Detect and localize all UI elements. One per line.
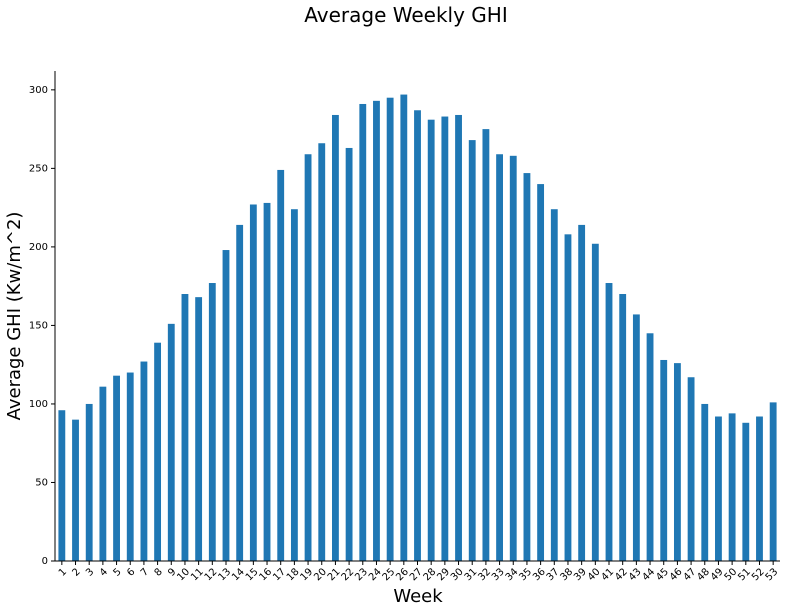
x-tick-label: 53 — [764, 566, 781, 583]
x-tick-label: 3 — [84, 566, 96, 578]
bar-week-39 — [578, 224, 586, 561]
bar-week-49 — [715, 416, 722, 561]
bar-week-45 — [660, 359, 668, 561]
x-tick-label: 7 — [139, 566, 151, 578]
bar-week-52 — [756, 416, 763, 561]
y-tick-label: 200 — [29, 242, 48, 253]
y-tick-label: 0 — [42, 556, 48, 567]
bar-week-35 — [523, 173, 531, 561]
x-axis-ticks: 1 2 3 4 5 6 7 8 91011121314151617181920212223242… — [57, 561, 781, 583]
bar-week-29 — [441, 116, 449, 561]
y-axis-label: Average GHI (Kw/m^2) — [4, 212, 25, 421]
bar-week-42 — [619, 294, 627, 561]
bar-week-26 — [400, 94, 408, 561]
y-tick-label: 250 — [29, 163, 48, 174]
bar-week-3 — [85, 403, 93, 561]
y-tick-label: 50 — [35, 477, 48, 488]
x-tick-label: 5 — [112, 566, 124, 578]
bar-week-1 — [58, 410, 66, 561]
bar-week-51 — [742, 422, 750, 561]
bar-week-46 — [673, 363, 681, 561]
bar-week-27 — [414, 110, 421, 561]
x-tick-label: 6 — [125, 566, 137, 578]
x-axis-label: Week — [393, 586, 443, 607]
bar-week-12 — [208, 283, 216, 561]
bar-week-14 — [236, 224, 244, 561]
bar-week-53 — [769, 402, 777, 561]
bar-week-5 — [113, 375, 120, 561]
bar-week-28 — [427, 119, 435, 561]
x-tick-label: 8 — [153, 566, 165, 578]
y-tick-label: 300 — [29, 85, 48, 96]
bar-week-21 — [332, 114, 339, 561]
bar-week-8 — [154, 342, 162, 561]
bar-week-10 — [181, 294, 189, 561]
bar-week-13 — [222, 250, 230, 562]
bar-week-36 — [537, 184, 545, 561]
bars-group — [58, 94, 777, 562]
bar-week-44 — [646, 333, 654, 561]
bar-week-9 — [167, 323, 175, 561]
y-tick-label: 150 — [29, 320, 48, 331]
bar-week-48 — [701, 403, 709, 561]
bar-week-32 — [482, 129, 490, 562]
bar-week-22 — [345, 147, 353, 561]
bar-week-31 — [468, 140, 476, 561]
bar-week-16 — [263, 202, 271, 562]
bar-week-33 — [496, 154, 503, 562]
bar-week-7 — [140, 361, 148, 561]
bar-week-38 — [564, 234, 572, 561]
bar-week-2 — [72, 419, 79, 561]
bar-week-18 — [290, 209, 298, 561]
bar-week-4 — [99, 386, 107, 561]
x-tick-label: 4 — [98, 566, 110, 578]
bar-week-25 — [386, 97, 394, 561]
bar-week-43 — [632, 314, 640, 561]
bar-week-50 — [728, 413, 736, 561]
x-tick-label: 2 — [70, 566, 82, 578]
bar-week-6 — [126, 372, 134, 561]
y-axis-ticks: 0 50 100 150 200 250 300 — [29, 85, 55, 567]
y-tick-label: 100 — [29, 399, 48, 410]
chart-title: Average Weekly GHI — [304, 3, 507, 27]
bar-week-34 — [509, 155, 517, 561]
bar-week-20 — [318, 143, 326, 562]
x-tick-label: 1 — [57, 566, 69, 578]
bar-week-47 — [687, 377, 695, 561]
bar-week-17 — [277, 169, 285, 561]
bar-week-15 — [249, 204, 257, 562]
bar-week-19 — [304, 154, 312, 562]
bar-week-11 — [195, 297, 203, 561]
bar-week-30 — [455, 114, 462, 561]
bar-week-24 — [373, 100, 380, 561]
bar-week-41 — [605, 283, 613, 561]
bar-week-23 — [359, 103, 367, 561]
bar-week-40 — [591, 243, 599, 561]
bar-week-37 — [550, 209, 558, 561]
